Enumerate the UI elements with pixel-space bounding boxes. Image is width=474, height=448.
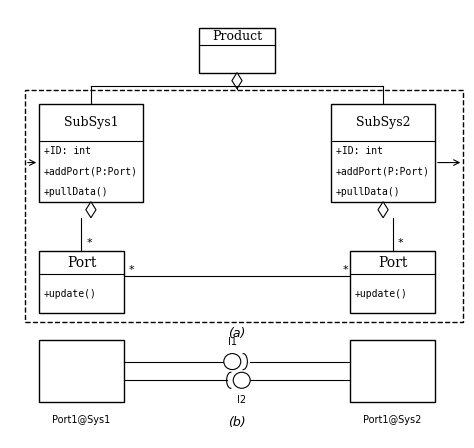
Text: Port: Port xyxy=(67,255,96,270)
FancyBboxPatch shape xyxy=(199,28,275,73)
Text: +addPort(P:Port): +addPort(P:Port) xyxy=(336,166,430,177)
Text: +ID: int: +ID: int xyxy=(44,146,91,156)
FancyBboxPatch shape xyxy=(39,251,124,313)
Circle shape xyxy=(224,353,241,370)
Text: Port1@Sys1: Port1@Sys1 xyxy=(52,415,110,426)
Text: I2: I2 xyxy=(237,395,246,405)
Text: I1: I1 xyxy=(228,337,237,347)
FancyBboxPatch shape xyxy=(39,340,124,402)
Polygon shape xyxy=(86,202,96,218)
Text: Port: Port xyxy=(378,255,407,270)
FancyBboxPatch shape xyxy=(350,340,435,402)
Text: SubSys2: SubSys2 xyxy=(356,116,410,129)
Circle shape xyxy=(233,372,250,388)
Polygon shape xyxy=(378,202,388,218)
Text: (a): (a) xyxy=(228,327,246,340)
FancyBboxPatch shape xyxy=(331,104,435,202)
Text: Port1@Sys2: Port1@Sys2 xyxy=(363,415,422,426)
Text: *: * xyxy=(343,265,349,276)
Text: Product: Product xyxy=(212,30,262,43)
Polygon shape xyxy=(232,73,242,89)
Text: +pullData(): +pullData() xyxy=(336,187,401,197)
Text: +pullData(): +pullData() xyxy=(44,187,109,197)
FancyBboxPatch shape xyxy=(350,251,435,313)
Text: SubSys1: SubSys1 xyxy=(64,116,118,129)
Text: +update(): +update() xyxy=(355,289,408,299)
Text: (b): (b) xyxy=(228,416,246,429)
Text: +addPort(P:Port): +addPort(P:Port) xyxy=(44,166,138,177)
Text: +ID: int: +ID: int xyxy=(336,146,383,156)
Text: *: * xyxy=(86,238,92,248)
Text: *: * xyxy=(128,265,134,276)
Text: *: * xyxy=(397,238,403,248)
Text: +update(): +update() xyxy=(44,289,97,299)
FancyBboxPatch shape xyxy=(39,104,143,202)
